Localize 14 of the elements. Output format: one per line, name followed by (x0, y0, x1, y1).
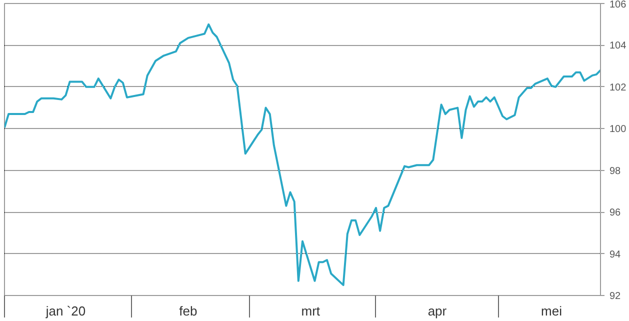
x-tick-label: jan `20 (44, 304, 86, 318)
x-tick-label: mei (541, 304, 562, 318)
y-tick-label: 102 (610, 82, 627, 94)
y-tick-label: 98 (610, 166, 622, 177)
y-tick-label: 100 (610, 124, 627, 136)
y-tick-label: 106 (610, 0, 627, 10)
y-tick-label: 92 (610, 291, 622, 302)
y-tick-label: 94 (610, 249, 622, 260)
x-tick-label: feb (179, 304, 198, 318)
y-tick-label: 96 (610, 208, 622, 219)
line-series (4, 23, 600, 286)
x-tick-label: mrt (301, 304, 320, 318)
y-tick-label: 104 (610, 40, 627, 52)
x-tick-label: apr (428, 304, 448, 318)
